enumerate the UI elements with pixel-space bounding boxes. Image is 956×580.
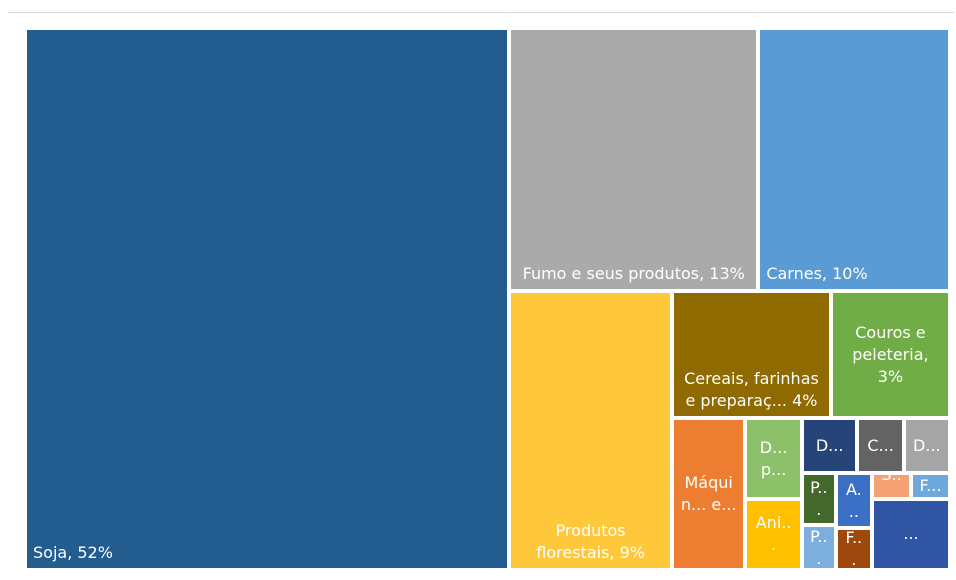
tile: F... [835, 528, 873, 570]
tile-label: A... [845, 479, 862, 521]
tile-label: Máquin... e... [680, 473, 737, 515]
tile-label: Carnes, 10% [766, 264, 868, 284]
tile: A... [835, 472, 873, 529]
treemap: Soja, 52% Fumo e seus produtos, 13% Carnes… [25, 28, 950, 570]
tile-label: D... p... [759, 437, 788, 479]
tile: Produtos florestais, 9% [509, 291, 673, 570]
tile: Fumo e seus produtos, 13% [509, 28, 759, 292]
tile: D... p... [745, 418, 802, 499]
tile-label: D... [815, 435, 844, 455]
tile-label: Ani... [755, 513, 792, 555]
tile: P... [801, 525, 836, 570]
tile-label: S... [881, 472, 902, 499]
tile-label: P... [810, 478, 828, 520]
tile-label: Produtos florestais, 9% [536, 520, 645, 562]
tile: D... [801, 418, 858, 473]
tile: Soja, 52% [25, 28, 510, 570]
tile-label: F... [919, 475, 942, 495]
tile: D... [903, 418, 950, 473]
tile-label: P... [810, 526, 828, 568]
tile: S... [872, 472, 912, 499]
chart-frame [8, 12, 954, 579]
tile: Máquin... e... [672, 418, 746, 570]
tile-label: Soja, 52% [33, 543, 113, 562]
tile: C... [857, 418, 904, 473]
tile-label: D... [913, 435, 941, 455]
tile: F... [911, 472, 950, 499]
tile: Cereais, farinhas e preparaç... 4% [672, 291, 831, 419]
tile-label: Cereais, farinhas e preparaç... 4% [684, 369, 819, 411]
tile-label: F... [845, 528, 863, 570]
tile: Ani... [745, 498, 802, 570]
tile: Couros e peleteria, 3% [830, 291, 950, 419]
tile: P... [801, 472, 836, 526]
tile-label: Couros e peleteria, 3% [852, 322, 929, 386]
tile-label: Fumo e seus produtos, 13% [522, 264, 745, 284]
tile: ... [872, 498, 950, 570]
tile: Carnes, 10% [758, 28, 950, 292]
tile-label: C... [867, 435, 894, 455]
tile-label: ... [903, 524, 919, 544]
